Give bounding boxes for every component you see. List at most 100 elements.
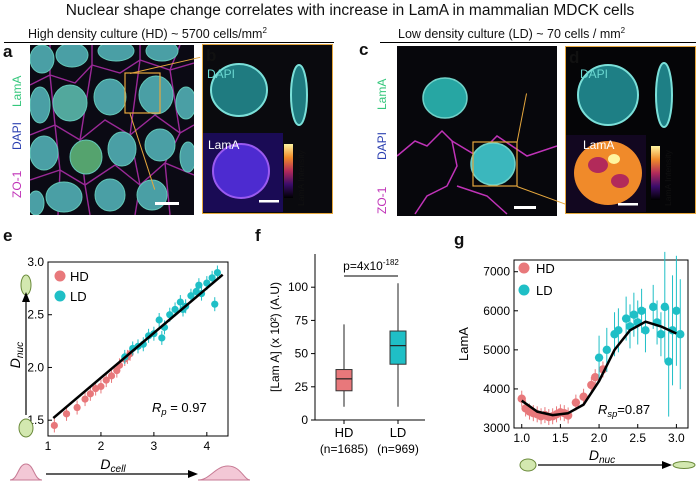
y-tick-label-f: 25 [295, 380, 309, 394]
narrow-cell-icon [9, 463, 43, 481]
x-tick-label-e: 1 [45, 439, 52, 453]
inset-b-colorbar-label: LamA Intensity [296, 150, 306, 206]
channel-label-dapi-a: DAPI [10, 121, 24, 150]
data-point-e [62, 410, 71, 418]
plot-frame-g [513, 259, 689, 429]
x-tick-label-g: 3.0 [668, 431, 685, 445]
flat-nucleus-icon-g [672, 461, 696, 469]
data-point-e [211, 300, 219, 308]
panel-label-b: b [206, 46, 217, 65]
x-tick-label-g: 2.0 [591, 431, 608, 445]
data-point-g [649, 302, 658, 312]
y-axis-label-e: Dnuc [7, 342, 26, 368]
data-point-g [656, 330, 666, 339]
hd-culture-label: High density culture (HD) ~ 5700 cells/m… [28, 26, 267, 42]
x-tick-label-e: 4 [203, 439, 210, 453]
ld-culture-label: Low density culture (LD) ~ 70 cells / mm… [398, 26, 626, 42]
data-point-g [602, 345, 611, 355]
data-point-e [213, 268, 222, 277]
data-point-g [594, 353, 604, 362]
x-tick-label-f: LD [390, 425, 407, 440]
panel-label-c: c [359, 40, 369, 59]
plot-frame-e [47, 261, 229, 437]
y-tick-label-g: 5000 [483, 343, 510, 357]
inset-b-dapi-label: DAPI [207, 67, 236, 81]
inset-d-image [566, 62, 673, 212]
ld-nuclei-image [397, 77, 557, 215]
sample-size-f: (n=1685) [320, 442, 368, 456]
data-point-e [203, 279, 211, 287]
channel-label-lama-c: LamA [375, 78, 389, 110]
data-point-g [629, 310, 639, 319]
legend-label-g: HD [536, 261, 555, 276]
data-point-e [81, 395, 89, 403]
y-tick-label-e: 3.0 [27, 255, 44, 269]
micrograph-hd-merged [30, 45, 194, 215]
x-tick-label-g: 2.5 [629, 431, 646, 445]
chart-g: 1.0 1.5 2.0 2.5 3.0 3000 4000 5000 6000 7000 HD LD R… [456, 251, 696, 472]
x-tick-label-e: 3 [151, 439, 158, 453]
y-tick-label-g: 7000 [483, 265, 510, 279]
data-point-e [195, 281, 203, 289]
y-axis-label-f: [Lam A] (x 10²) (A.U) [268, 282, 282, 392]
legend-marker-e [54, 290, 66, 302]
inset-d-dapi-label: DAPI [580, 67, 609, 81]
y-tick-label-e: 2.0 [27, 360, 44, 374]
channel-label-zo1-c: ZO-1 [375, 186, 389, 214]
x-tick-label-g: 1.0 [513, 431, 530, 445]
y-tick-label-f: 0 [301, 413, 308, 427]
figure-title: Nuclear shape change correlates with inc… [65, 2, 635, 19]
y-tick-label-g: 3000 [483, 421, 510, 435]
box-f [389, 330, 407, 365]
hd-underline [4, 42, 334, 43]
channel-label-lama-a: LamA [10, 75, 24, 107]
inset-d [565, 46, 696, 214]
data-point-e [171, 305, 179, 314]
data-point-e [97, 382, 105, 391]
panel-label-f: f [255, 226, 261, 245]
legend-label-g: LD [536, 283, 553, 298]
x-tick-label-g: 1.5 [552, 431, 569, 445]
ld-underline [380, 42, 696, 43]
legend-marker-g [518, 262, 530, 274]
inset-b-lama-label: LamA [208, 138, 240, 152]
y-tick-label-g: 4000 [483, 382, 510, 396]
annotation-rsp: Rsp=0.87 [598, 402, 650, 419]
sample-size-f: (n=969) [377, 442, 419, 456]
x-axis-label-e: Dcell [100, 456, 126, 475]
x-arrow-head-e [188, 470, 198, 478]
y-tick-label-f: 75 [295, 313, 309, 327]
data-point-g [591, 373, 600, 382]
data-point-g [614, 326, 623, 335]
data-point-g [664, 357, 673, 366]
y-arrow-head-e [22, 292, 30, 302]
legend-marker-g [518, 284, 530, 296]
x-tick-label-f: HD [335, 425, 354, 440]
inset-d-lama-label: LamA [583, 138, 615, 152]
data-point-g [621, 314, 631, 323]
pvalue-f: p=4x10-182 [343, 258, 399, 273]
data-point-e [86, 390, 94, 398]
round-nucleus-icon [18, 418, 34, 438]
x-axis-label-g: Dnuc [589, 447, 615, 466]
channel-label-zo1-a: ZO-1 [10, 170, 24, 198]
data-point-e [107, 372, 116, 380]
data-point-e [158, 334, 166, 342]
inset-b-colorbar [284, 144, 293, 198]
y-tick-label-e: 2.5 [27, 308, 44, 322]
annotation-rp: Rp = 0.97 [152, 400, 207, 417]
box-f [335, 369, 353, 392]
x-tick-label-e: 2 [98, 439, 105, 453]
panel-label-e: e [3, 226, 13, 245]
fit-curve-g [520, 320, 677, 417]
legend-label-e: HD [70, 269, 89, 284]
panel-label-g: g [454, 230, 465, 249]
y-tick-label-g: 6000 [483, 304, 510, 318]
micrograph-ld-merged [397, 46, 557, 216]
data-point-e [102, 376, 110, 384]
y-tick-label-f: 100 [288, 280, 308, 294]
data-point-g [660, 302, 669, 312]
data-point-e [208, 274, 216, 282]
data-point-e [50, 421, 58, 430]
